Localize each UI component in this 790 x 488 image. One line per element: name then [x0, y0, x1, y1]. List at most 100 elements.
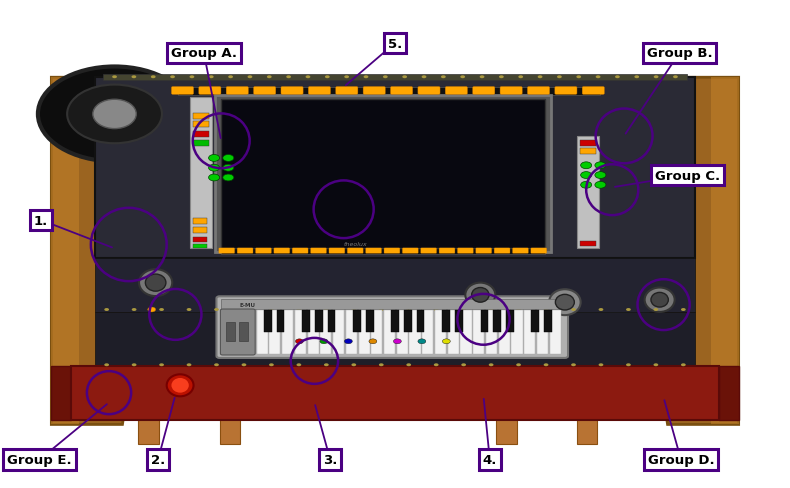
Circle shape [151, 76, 156, 79]
Polygon shape [51, 78, 79, 425]
FancyBboxPatch shape [220, 309, 255, 355]
Circle shape [434, 308, 438, 311]
Circle shape [518, 76, 523, 79]
Circle shape [214, 308, 219, 311]
Circle shape [441, 76, 446, 79]
Circle shape [571, 308, 576, 311]
Bar [506, 310, 514, 332]
Circle shape [581, 172, 592, 179]
Bar [417, 310, 424, 332]
Ellipse shape [171, 378, 189, 393]
Circle shape [286, 76, 291, 79]
FancyBboxPatch shape [336, 87, 358, 95]
Bar [404, 310, 412, 332]
Circle shape [581, 163, 592, 169]
Circle shape [595, 182, 606, 189]
Bar [190, 98, 212, 249]
Circle shape [104, 364, 109, 366]
Circle shape [653, 308, 658, 311]
Ellipse shape [549, 289, 581, 315]
Polygon shape [95, 312, 695, 366]
FancyBboxPatch shape [366, 248, 382, 254]
Bar [577, 137, 599, 249]
FancyBboxPatch shape [199, 87, 221, 95]
Text: E-MU: E-MU [239, 302, 255, 307]
Circle shape [393, 339, 401, 344]
Circle shape [516, 308, 521, 311]
FancyBboxPatch shape [255, 248, 271, 254]
Bar [178, 87, 600, 96]
Circle shape [112, 76, 117, 79]
Bar [493, 310, 501, 332]
Circle shape [104, 308, 109, 311]
Circle shape [320, 339, 328, 344]
FancyBboxPatch shape [439, 248, 455, 254]
Circle shape [538, 76, 543, 79]
FancyBboxPatch shape [292, 248, 308, 254]
Bar [391, 310, 399, 332]
Circle shape [369, 339, 377, 344]
Bar [220, 417, 240, 444]
Circle shape [406, 364, 411, 366]
Polygon shape [51, 366, 71, 420]
FancyBboxPatch shape [446, 87, 468, 95]
Circle shape [132, 364, 137, 366]
Circle shape [581, 182, 592, 189]
FancyBboxPatch shape [390, 87, 412, 95]
FancyBboxPatch shape [308, 87, 330, 95]
Polygon shape [95, 78, 695, 259]
Circle shape [402, 76, 407, 79]
Bar [307, 311, 318, 354]
Circle shape [422, 76, 427, 79]
FancyBboxPatch shape [555, 87, 577, 95]
FancyBboxPatch shape [402, 248, 418, 254]
Bar [138, 417, 159, 444]
FancyBboxPatch shape [219, 248, 235, 254]
Circle shape [269, 364, 274, 366]
Circle shape [67, 85, 162, 144]
Circle shape [148, 307, 156, 312]
Bar [532, 310, 539, 332]
Polygon shape [711, 78, 739, 425]
Circle shape [461, 364, 466, 366]
Bar [498, 311, 510, 354]
Circle shape [571, 364, 576, 366]
Bar [295, 311, 306, 354]
FancyBboxPatch shape [281, 87, 303, 95]
FancyBboxPatch shape [237, 248, 253, 254]
Bar [333, 311, 344, 354]
Bar [366, 310, 374, 332]
Circle shape [480, 76, 484, 79]
Bar [455, 310, 463, 332]
FancyBboxPatch shape [457, 248, 473, 254]
Bar [315, 310, 322, 332]
FancyBboxPatch shape [500, 87, 522, 95]
Bar [371, 311, 382, 354]
FancyBboxPatch shape [531, 248, 547, 254]
Bar [359, 311, 370, 354]
Bar [435, 311, 446, 354]
FancyBboxPatch shape [418, 87, 440, 95]
Bar [221, 247, 545, 255]
Text: 1.: 1. [34, 214, 48, 227]
Bar [448, 311, 459, 354]
Polygon shape [71, 366, 719, 420]
Polygon shape [628, 78, 739, 425]
Ellipse shape [167, 375, 194, 396]
Bar [409, 311, 420, 354]
Circle shape [599, 308, 604, 311]
Ellipse shape [645, 288, 675, 312]
Circle shape [209, 76, 213, 79]
FancyBboxPatch shape [329, 248, 344, 254]
Circle shape [296, 308, 301, 311]
Circle shape [344, 339, 352, 344]
Circle shape [418, 339, 426, 344]
Polygon shape [95, 259, 695, 312]
Circle shape [352, 308, 356, 311]
Circle shape [406, 308, 411, 311]
Circle shape [214, 364, 219, 366]
Text: Group C.: Group C. [655, 169, 720, 182]
Text: 5.: 5. [388, 38, 402, 50]
FancyBboxPatch shape [472, 87, 495, 95]
FancyBboxPatch shape [310, 248, 326, 254]
